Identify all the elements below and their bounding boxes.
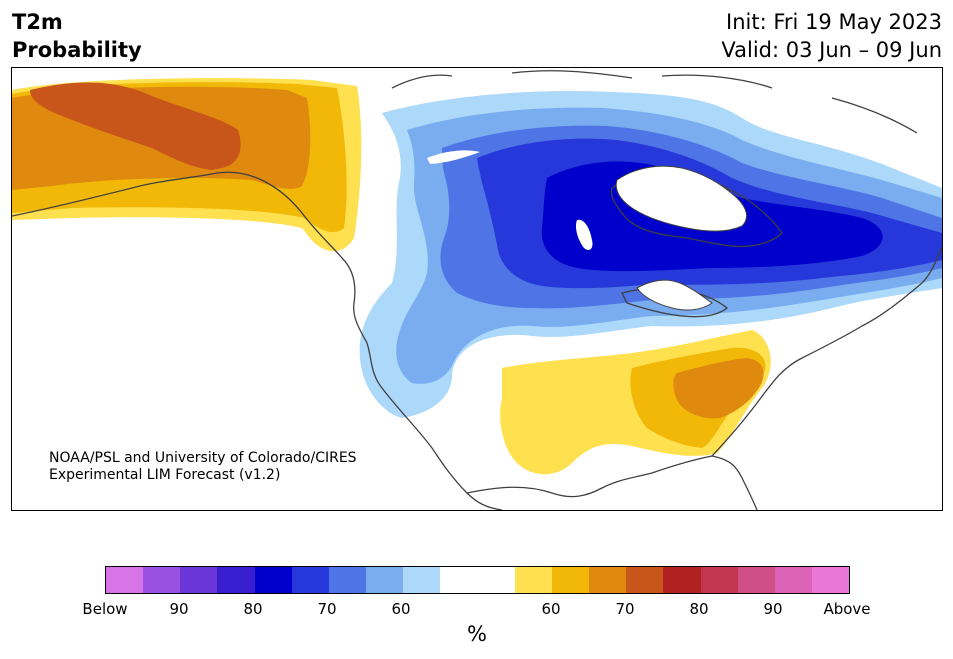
colorbar-tick-label: 70 bbox=[317, 600, 337, 618]
colorbar-segment bbox=[737, 567, 775, 593]
colorbar-segment bbox=[589, 567, 627, 593]
colorbar-tick-label: 70 bbox=[615, 600, 635, 618]
init-date: Init: Fri 19 May 2023 bbox=[726, 10, 942, 34]
us-warm-80 bbox=[673, 358, 764, 419]
colorbar-segment bbox=[700, 567, 738, 593]
colorbar-tick-label: Above bbox=[823, 600, 871, 618]
title-line-1: T2m bbox=[12, 10, 63, 34]
colorbar-tick-label: Below bbox=[82, 600, 128, 618]
hudson-bay bbox=[615, 165, 748, 232]
colorbar-tick-label: 80 bbox=[243, 600, 263, 618]
colorbar-segment bbox=[663, 567, 701, 593]
colorbar-segment bbox=[477, 567, 515, 593]
lake-winnipeg bbox=[575, 219, 593, 251]
colorbar-segment bbox=[551, 567, 590, 593]
credit-line-1: NOAA/PSL and University of Colorado/CIRE… bbox=[49, 450, 357, 466]
alaska-warm-90 bbox=[30, 82, 241, 170]
credit-line-2: Experimental LIM Forecast (v1.2) bbox=[49, 467, 281, 483]
colorbar-segment bbox=[217, 567, 255, 593]
colorbar-tick-label: 60 bbox=[541, 600, 561, 618]
colorbar-segment bbox=[440, 567, 478, 593]
colorbar-segment bbox=[514, 567, 552, 593]
colorbar-tick-label: 90 bbox=[763, 600, 783, 618]
colorbar-tick-label: 80 bbox=[689, 600, 709, 618]
colorbar-segment bbox=[180, 567, 218, 593]
colorbar-segment bbox=[291, 567, 329, 593]
forecast-dates: Init: Fri 19 May 2023 Valid: 03 Jun – 09… bbox=[721, 8, 942, 64]
colorbar-segment bbox=[106, 567, 144, 593]
colorbar-segment bbox=[403, 567, 441, 593]
credit-text: NOAA/PSL and University of Colorado/CIRE… bbox=[49, 450, 357, 484]
valid-period: Valid: 03 Jun – 09 Jun bbox=[721, 38, 942, 62]
colorbar-segment bbox=[328, 567, 367, 593]
great-lakes bbox=[636, 279, 713, 311]
colorbar-segment bbox=[811, 567, 850, 593]
map-title: T2m Probability bbox=[12, 8, 142, 64]
great-slave-lake bbox=[427, 150, 480, 164]
colorbar-segment bbox=[774, 567, 812, 593]
probability-colorbar bbox=[105, 566, 850, 594]
colorbar-tick-label: 60 bbox=[391, 600, 411, 618]
colorbar-segment bbox=[254, 567, 292, 593]
map-svg bbox=[12, 70, 942, 510]
colorbar-segment bbox=[143, 567, 181, 593]
colorbar-segment bbox=[626, 567, 664, 593]
title-line-2: Probability bbox=[12, 38, 142, 62]
probability-map: NOAA/PSL and University of Colorado/CIRE… bbox=[11, 67, 943, 511]
colorbar-segment bbox=[366, 567, 404, 593]
colorbar-unit-label: % bbox=[467, 622, 487, 646]
colorbar-tick-label: 90 bbox=[169, 600, 189, 618]
